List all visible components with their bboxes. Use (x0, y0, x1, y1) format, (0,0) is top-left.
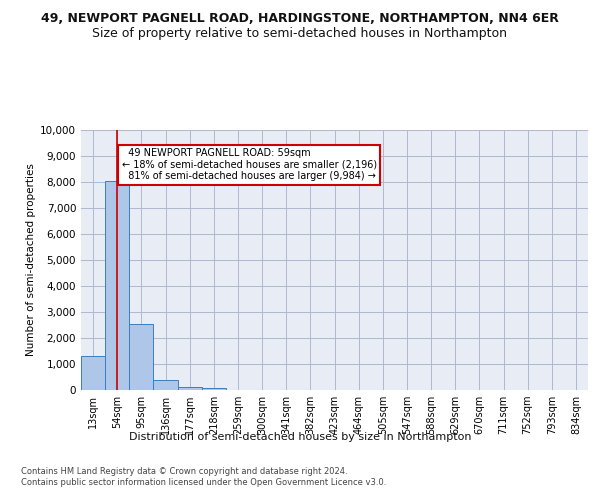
Bar (105, 180, 129, 390)
Bar (202, 388, 226, 390)
Text: Distribution of semi-detached houses by size in Northampton: Distribution of semi-detached houses by … (129, 432, 471, 442)
Y-axis label: Number of semi-detached properties: Number of semi-detached properties (26, 164, 36, 356)
Text: 49, NEWPORT PAGNELL ROAD, HARDINGSTONE, NORTHAMPTON, NN4 6ER: 49, NEWPORT PAGNELL ROAD, HARDINGSTONE, … (41, 12, 559, 26)
Bar (154, 380, 178, 390)
Text: Size of property relative to semi-detached houses in Northampton: Size of property relative to semi-detach… (92, 28, 508, 40)
Bar (81, 356, 105, 390)
Bar (129, 324, 154, 390)
Text: 49 NEWPORT PAGNELL ROAD: 59sqm  
← 18% of semi-detached houses are smaller (2,19: 49 NEWPORT PAGNELL ROAD: 59sqm ← 18% of … (122, 148, 377, 182)
Bar (178, 386, 202, 390)
Text: Contains HM Land Registry data © Crown copyright and database right 2024.
Contai: Contains HM Land Registry data © Crown c… (21, 468, 386, 487)
